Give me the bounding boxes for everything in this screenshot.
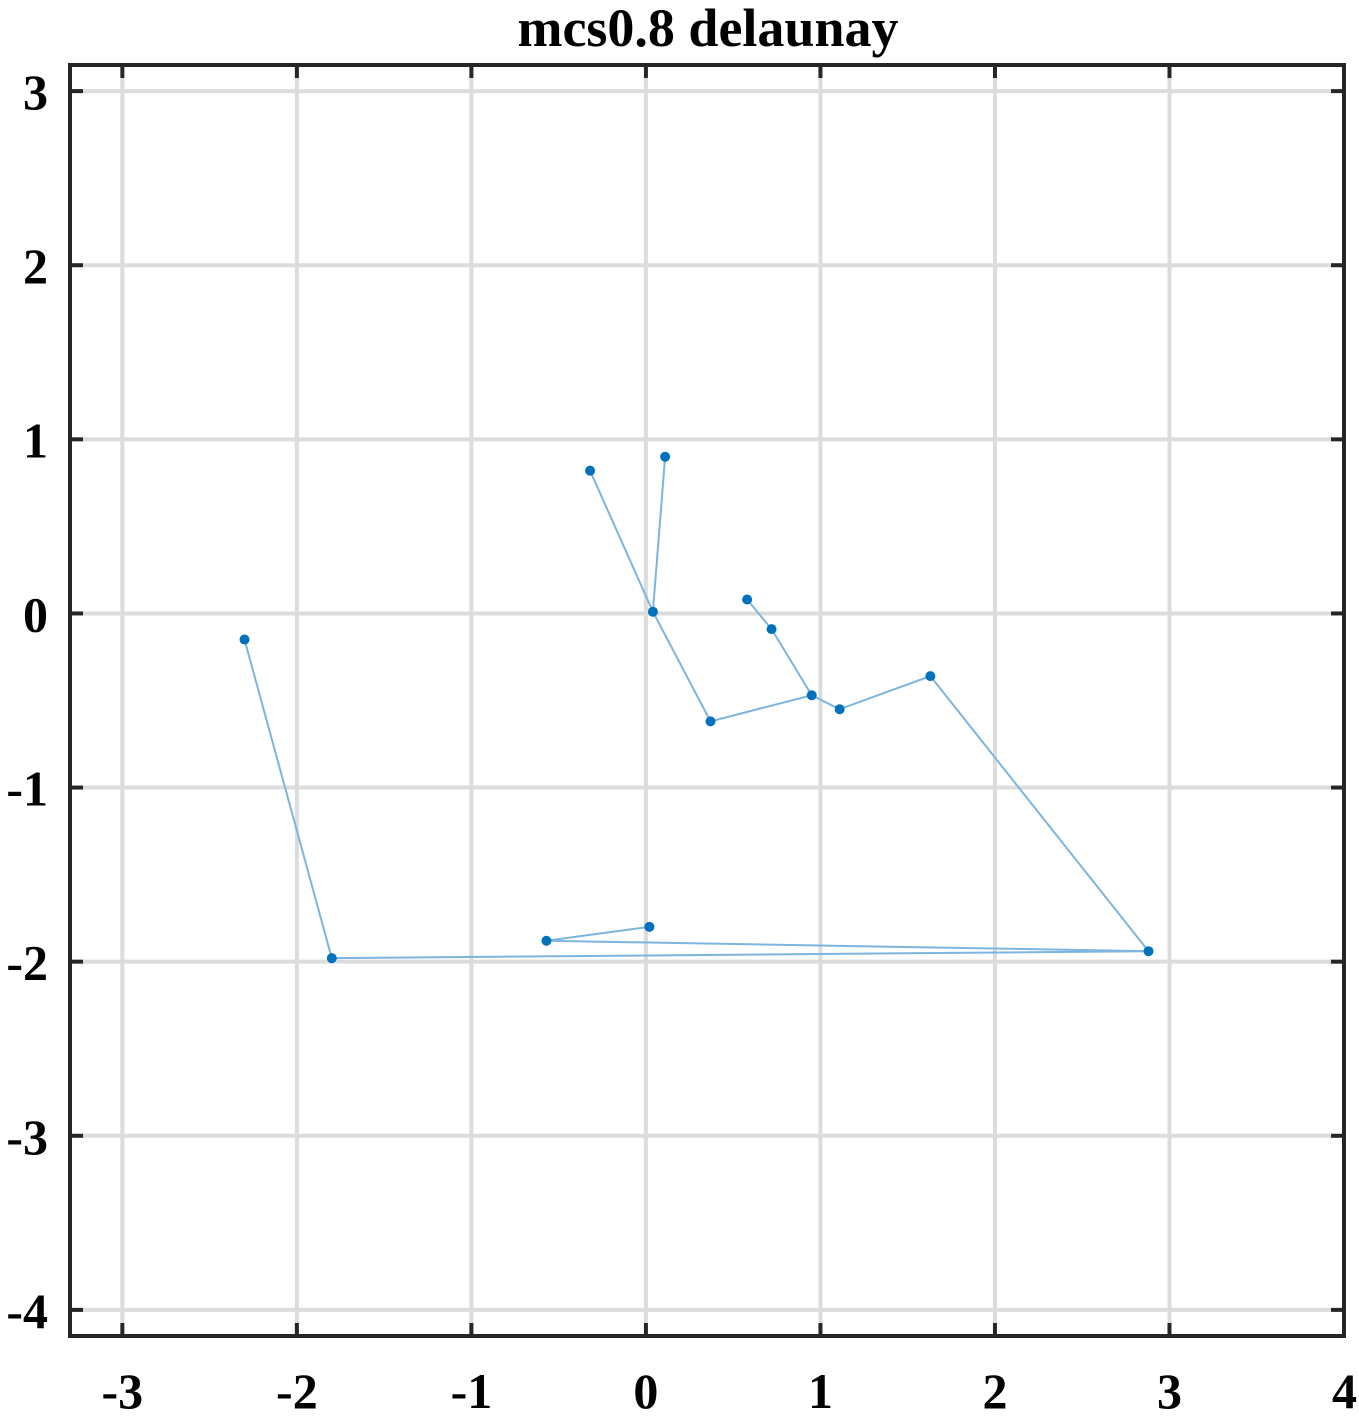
x-tick-label: 1 xyxy=(808,1363,833,1414)
data-point xyxy=(660,451,671,462)
graph-edge xyxy=(746,598,773,630)
graph-edge xyxy=(652,611,712,722)
data-point xyxy=(647,606,658,617)
x-tick-label: 0 xyxy=(633,1363,658,1414)
data-point xyxy=(326,953,337,964)
graph-edge xyxy=(546,925,650,942)
data-point xyxy=(806,690,817,701)
graph-edge xyxy=(770,628,813,696)
graph-edge xyxy=(839,675,931,711)
data-point xyxy=(766,624,777,635)
y-tick-labels: -4 -3 -2 -1 0 1 2 3 xyxy=(6,64,48,1339)
graph-edge xyxy=(546,939,1149,953)
graph-edge xyxy=(929,675,1150,952)
data-point xyxy=(541,935,552,946)
y-tick-label: -2 xyxy=(6,935,48,991)
graph-edge xyxy=(710,694,812,723)
plot-frame xyxy=(68,63,1346,1338)
x-tick-labels: -3 -2 -1 0 1 2 3 4 xyxy=(102,1363,1357,1419)
graph-edge xyxy=(331,950,1149,960)
x-tick-label: 2 xyxy=(982,1363,1007,1414)
y-tick-label: 3 xyxy=(23,64,48,120)
chart-title: mcs0.8 delaunay xyxy=(517,0,898,58)
graph-edge xyxy=(589,470,654,613)
x-tick-label: 4 xyxy=(1332,1363,1357,1414)
point-layer xyxy=(239,451,1154,964)
y-tick-label: -1 xyxy=(6,761,48,817)
tick-layer xyxy=(70,65,1346,1336)
edge-layer xyxy=(243,456,1150,960)
data-point xyxy=(585,465,596,476)
y-tick-label: 0 xyxy=(23,586,48,642)
y-tick-label: -4 xyxy=(6,1283,48,1339)
data-point xyxy=(925,671,936,682)
x-tick-label: 3 xyxy=(1157,1363,1182,1414)
y-tick-label: 1 xyxy=(23,412,48,468)
x-tick-label: -3 xyxy=(102,1363,144,1414)
y-tick-label: 2 xyxy=(23,238,48,294)
data-point xyxy=(644,921,655,932)
data-point xyxy=(742,594,753,605)
data-point xyxy=(239,634,250,645)
data-point xyxy=(705,716,716,727)
graph-edge xyxy=(811,694,841,711)
x-tick-label: -1 xyxy=(451,1363,493,1414)
x-tick-label: -2 xyxy=(276,1363,318,1414)
data-point xyxy=(834,704,845,715)
graph-edge xyxy=(651,456,667,612)
data-point xyxy=(1143,946,1154,957)
y-tick-label: -3 xyxy=(6,1109,48,1165)
graph-edge xyxy=(243,639,333,959)
